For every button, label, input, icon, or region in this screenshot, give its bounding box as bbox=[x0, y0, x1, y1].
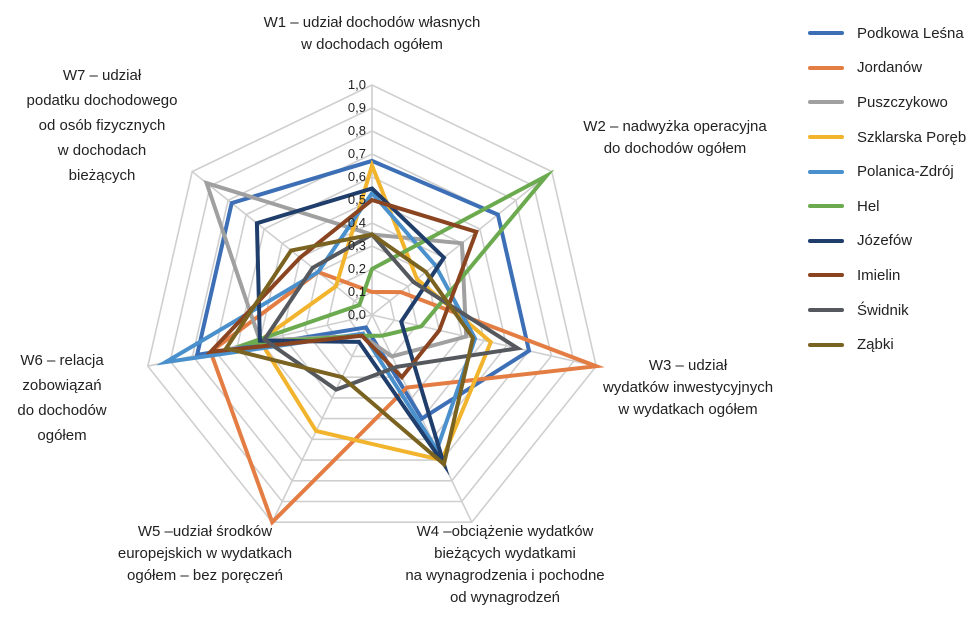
grid-ring bbox=[169, 107, 575, 503]
grid-ring bbox=[146, 84, 598, 524]
legend-swatch bbox=[808, 100, 844, 105]
axis-label-w2: W2 – nadwyżka operacyjna do dochodów ogół… bbox=[583, 118, 767, 157]
legend-label: Józefów bbox=[857, 232, 913, 250]
legend-swatch bbox=[808, 65, 844, 70]
legend-swatch bbox=[808, 342, 844, 347]
series-line-5 bbox=[233, 169, 555, 347]
series-line-9 bbox=[222, 232, 476, 468]
legend-swatch bbox=[808, 169, 844, 174]
radar-series-group bbox=[155, 158, 605, 526]
tick-label: 0,7 bbox=[348, 146, 366, 161]
legend-item: Szklarska Poręba bbox=[808, 120, 967, 155]
legend-item: Świdnik bbox=[808, 293, 963, 328]
series-line-2 bbox=[203, 180, 469, 359]
legend-label: Puszczykowo bbox=[857, 93, 948, 111]
tick-label: 0,9 bbox=[348, 100, 366, 115]
legend-label: Polanica-Zdrój bbox=[857, 163, 954, 181]
series-line-0 bbox=[194, 158, 532, 422]
axis-label-w1: W1 – udział dochodów własnych w dochodach… bbox=[264, 14, 481, 53]
tick-label: 1,0 bbox=[348, 77, 366, 92]
tick-label: 0,0 bbox=[348, 307, 366, 322]
grid-spoke bbox=[271, 314, 373, 523]
chart-legend: Podkowa Leśna Jordanów Puszczykowo Szklarsk… bbox=[808, 16, 967, 362]
tick-label: 0,5 bbox=[348, 192, 366, 207]
legend-label: Podkowa Leśna bbox=[857, 24, 964, 42]
legend-swatch bbox=[808, 135, 844, 140]
tick-label: 0,2 bbox=[348, 261, 366, 276]
series-line-3 bbox=[257, 159, 494, 463]
legend-label: Jordanów bbox=[857, 59, 923, 77]
grid-spoke bbox=[191, 170, 373, 316]
series-line-7 bbox=[205, 197, 479, 381]
tick-label: 0,8 bbox=[348, 123, 366, 138]
radar-tick-labels: 0,0 0,1 0,2 0,3 0,4 0,5 0,6 0,7 0,8 0,9 1,0 bbox=[348, 77, 366, 322]
legend-item: Imielin bbox=[808, 258, 963, 293]
tick-label: 0,3 bbox=[348, 238, 366, 253]
tick-label: 0,6 bbox=[348, 169, 366, 184]
series-line-4 bbox=[155, 189, 478, 455]
legend-item: Puszczykowo bbox=[808, 85, 963, 120]
tick-label: 0,1 bbox=[348, 284, 366, 299]
radar-axis-labels: W1 – udział dochodów własnych w dochodach… bbox=[17, 14, 773, 606]
grid-ring bbox=[326, 268, 418, 358]
legend-item: Jordanów bbox=[808, 51, 963, 86]
grid-spoke bbox=[371, 314, 597, 367]
grid-ring bbox=[281, 222, 463, 399]
legend-label: Szklarska Poręba bbox=[857, 128, 967, 146]
legend-item: Ząbki bbox=[808, 327, 963, 362]
legend-item: Hel bbox=[808, 189, 963, 224]
legend-swatch bbox=[808, 238, 844, 243]
legend-item: Polanica-Zdrój bbox=[808, 154, 963, 189]
legend-label: Świdnik bbox=[857, 301, 909, 319]
axis-label-w6: W6 – relacja zobowiązań do dochodów ogółem bbox=[17, 352, 106, 444]
legend-swatch bbox=[808, 308, 844, 313]
series-line-6 bbox=[254, 186, 450, 476]
tick-label: 0,4 bbox=[348, 215, 366, 230]
axis-label-w5: W5 –udział środków europejskich w wydatka… bbox=[118, 523, 292, 584]
radar-spokes bbox=[147, 85, 597, 523]
legend-swatch bbox=[808, 204, 844, 209]
axis-label-w3: W3 – udział wydatków inwestycyjnych w wyda… bbox=[602, 357, 773, 418]
legend-label: Hel bbox=[857, 197, 880, 215]
legend-swatch bbox=[808, 273, 844, 278]
axis-label-w4: W4 –obciążenie wydatków bieżących wydatka… bbox=[405, 523, 604, 606]
series-line-8 bbox=[261, 231, 524, 392]
legend-swatch bbox=[808, 31, 844, 36]
legend-label: Imielin bbox=[857, 266, 901, 284]
axis-label-w7: W7 – udział podatku dochodowego od osób fi… bbox=[27, 67, 178, 184]
legend-label: Ząbki bbox=[857, 336, 894, 354]
legend-item: Józefów bbox=[808, 224, 963, 259]
legend-item: Podkowa Leśna bbox=[808, 16, 964, 51]
